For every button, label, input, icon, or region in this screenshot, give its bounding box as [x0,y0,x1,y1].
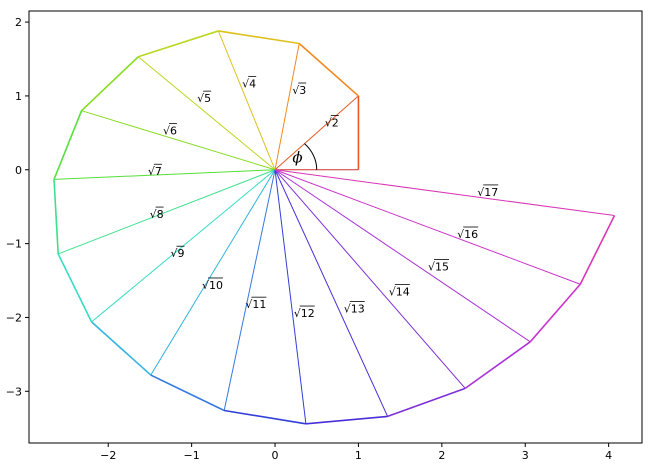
segment-label: √4 [242,75,256,90]
x-tick-label: 4 [605,449,612,462]
segment-label: √7 [148,163,162,178]
segment-label: √2 [325,115,339,130]
spoke-line [150,169,276,376]
segment-label: √12 [294,305,315,320]
segment-label-text: √7 [148,165,162,178]
outer-edge [53,179,59,254]
outer-edge [529,283,581,343]
x-tick-label: 3 [522,449,529,462]
spoke-line [137,56,276,171]
outer-edge [53,110,83,180]
spoke-line [274,169,307,424]
segment-label-text: √3 [292,84,306,97]
segment-label-text: √12 [294,307,315,320]
x-tick-label: −2 [100,449,116,462]
segment-label-text: √5 [197,92,211,105]
outer-edge [150,374,225,412]
segment-label-text: √6 [163,125,177,138]
outer-edge [80,56,139,112]
x-tick-label: 2 [438,449,445,462]
segment-label: √6 [163,123,177,138]
outer-edge [91,321,152,376]
segment-label: √13 [344,301,365,316]
spoke-line [223,169,276,411]
y-tick-label: −1 [6,238,22,251]
spoke-line [274,169,466,389]
x-tick-label: −1 [184,449,200,462]
outer-edge [579,215,616,285]
spoke-line [217,30,276,170]
segment-label-text: √11 [245,298,266,311]
segment-label: √9 [170,245,184,260]
segment-label-text: √9 [170,247,184,260]
angle-arc [304,143,318,170]
spoke-line [274,169,581,285]
outer-edge [464,341,531,390]
spoke-line [274,169,615,217]
segment-label: √16 [457,226,478,241]
segment-label-text: √4 [242,77,256,90]
segment-label: √11 [245,296,266,311]
segment-label: √3 [292,82,306,97]
spoke-line [53,169,276,180]
outer-edge [387,387,466,418]
y-tick-label: 1 [15,90,22,103]
segment-label: √8 [150,206,164,221]
y-tick-label: 0 [15,164,22,177]
angle-label: ϕ [292,148,302,166]
x-tick-label: 0 [272,449,279,462]
segment-label: √10 [202,277,223,292]
outer-edge [138,30,219,58]
spoke-line [274,169,389,417]
segment-label-text: √8 [150,208,164,221]
spoke-line [274,43,300,170]
outer-edge [298,42,359,97]
segment-label: √15 [428,259,449,274]
spoke-line [58,169,276,255]
x-tick-label: 1 [355,449,362,462]
spoke-line [81,110,276,171]
segment-label-text: √17 [477,186,498,199]
spoke-line [274,95,359,171]
segment-label-text: √2 [325,117,339,130]
y-axis: −3 −2 −1 0 1 2 [6,16,29,398]
segment-label-text: √13 [344,303,365,316]
plot-frame [28,10,643,444]
segment-label: √17 [477,184,498,199]
y-tick-label: −2 [6,311,22,324]
segment-label: √5 [197,90,211,105]
x-axis: −2 −1 0 1 2 3 4 [100,443,612,462]
outer-edge [57,253,93,323]
y-tick-label: 2 [15,16,22,29]
segment-label-text: √10 [202,279,223,292]
outer-edge [224,409,307,425]
spoke-line [274,169,531,343]
plot-content: ϕ √2 √3 √4 √5 √6 √7 √8 √9 √10 √11 √12 √13 √14 √15 √16 √1… [53,30,616,425]
outer-edge [218,30,300,45]
segment-label-text: √14 [389,286,410,299]
segment-label-text: √15 [428,261,449,274]
segment-label-text: √16 [457,228,478,241]
segment-label: √14 [389,284,410,299]
y-tick-label: −3 [6,385,22,398]
outer-edge [305,415,388,425]
